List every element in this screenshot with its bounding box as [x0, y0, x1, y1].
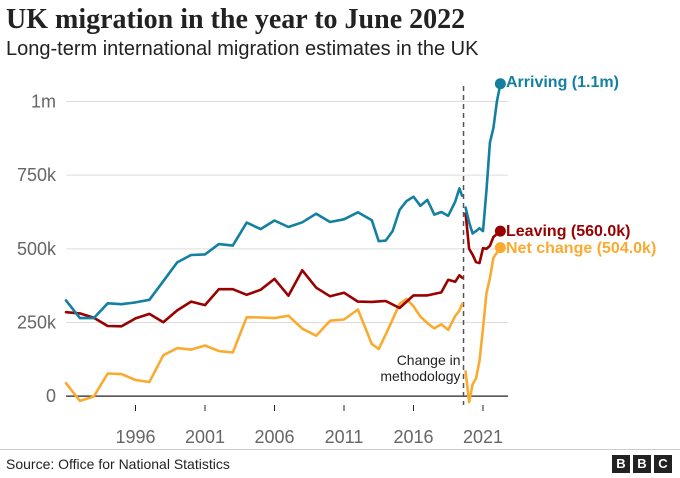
- end-label-leaving: Leaving (560.0k): [506, 223, 631, 240]
- x-tick-label: 2016: [393, 427, 433, 447]
- logo-block-c: C: [654, 455, 672, 473]
- series-line-arriving: [464, 82, 502, 235]
- bbc-logo: B B C: [612, 455, 672, 473]
- end-label-net-change: Net change (504.0k): [506, 240, 656, 257]
- gridlines: [66, 100, 508, 323]
- x-tick-label: 2021: [463, 427, 503, 447]
- end-labels: Arriving (1.1m) Leaving (560.0k)Net chang…: [506, 74, 656, 257]
- series-line-leaving: [464, 212, 502, 265]
- logo-block-b1: B: [612, 455, 630, 473]
- methodology-break: Change in methodology: [380, 86, 465, 405]
- y-tick-label: 500k: [17, 239, 57, 259]
- footer-divider: [0, 449, 680, 450]
- end-point-arriving: [494, 78, 506, 90]
- y-tick-label: 250k: [17, 312, 57, 332]
- y-tick-label: 0: [46, 386, 56, 406]
- x-tick-label: 2001: [185, 427, 225, 447]
- x-tick-label: 2006: [254, 427, 294, 447]
- logo-block-b2: B: [633, 455, 651, 473]
- end-point-net-change: [494, 242, 506, 254]
- series-lines: [64, 78, 506, 404]
- series-line-net-change: [64, 297, 464, 403]
- methodology-annotation: Change in methodology: [380, 352, 460, 384]
- source-note: Source: Office for National Statistics: [6, 456, 230, 472]
- end-label-arriving: Arriving (1.1m): [506, 74, 619, 91]
- chart-subtitle: Long-term international migration estima…: [6, 38, 479, 60]
- methodology-annotation-line: methodology: [380, 368, 460, 384]
- series-line-leaving: [64, 268, 464, 328]
- y-tick-label: 750k: [17, 165, 57, 185]
- x-tick-label: 2011: [325, 427, 364, 447]
- axes: 0 250k 500k 750k 1m 1996 2001 2006 2011 2016 2021: [17, 91, 508, 447]
- x-tick-label: 1996: [115, 427, 155, 447]
- series-line-arriving: [64, 187, 464, 320]
- chart-title: UK migration in the year to June 2022: [6, 4, 466, 35]
- end-point-leaving: [494, 225, 506, 237]
- series-line-net-change: [464, 246, 502, 404]
- y-tick-label: 1m: [31, 91, 56, 111]
- methodology-annotation-line: Change in: [397, 352, 461, 368]
